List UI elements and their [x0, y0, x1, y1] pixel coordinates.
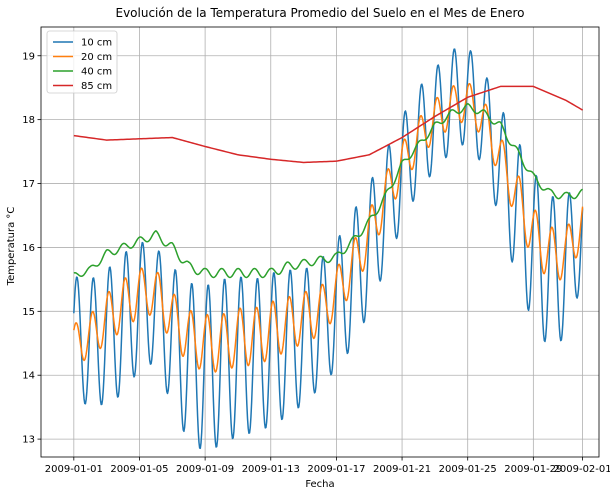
- y-tick-label: 15: [22, 307, 35, 318]
- x-axis: 2009-01-01 2009-01-05 2009-01-09 2009-01-13…: [45, 457, 610, 475]
- legend-box: [46, 30, 118, 94]
- y-tick-label: 16: [22, 243, 35, 254]
- series-line: [73, 48, 584, 450]
- x-tick-label: 2009-02-01: [554, 464, 610, 475]
- x-tick-label: 2009-01-17: [307, 464, 365, 475]
- x-tick-label: 2009-01-05: [110, 464, 168, 475]
- legend-label: 20 cm: [81, 52, 112, 63]
- legend-label: 40 cm: [81, 67, 112, 78]
- series-group: [73, 48, 584, 450]
- grid: [41, 27, 599, 457]
- y-tick-label: 19: [22, 51, 35, 62]
- x-tick-label: 2009-01-29: [504, 464, 562, 475]
- y-axis: 13 14 15 16 17 18 19: [22, 51, 41, 446]
- y-tick-label: 13: [22, 435, 35, 446]
- x-tick-label: 2009-01-09: [176, 464, 234, 475]
- series-line: [73, 85, 583, 164]
- y-tick-label: 14: [22, 371, 35, 382]
- chart-title: Evolución de la Temperatura Promedio del…: [115, 6, 524, 20]
- y-axis-label: Temperatura °C: [6, 207, 17, 287]
- legend-label: 85 cm: [81, 81, 112, 92]
- y-tick-label: 17: [22, 179, 35, 190]
- series-line: [73, 82, 584, 373]
- series-line: [73, 102, 583, 279]
- legend: 10 cm 20 cm 40 cm 85 cm: [46, 30, 118, 94]
- x-tick-label: 2009-01-13: [242, 464, 300, 475]
- x-axis-label: Fecha: [305, 479, 334, 490]
- y-tick-label: 18: [22, 115, 35, 126]
- x-tick-label: 2009-01-25: [439, 464, 497, 475]
- x-tick-label: 2009-01-21: [373, 464, 431, 475]
- legend-label: 10 cm: [81, 38, 112, 49]
- plot-frame: [40, 26, 600, 458]
- x-tick-label: 2009-01-01: [45, 464, 103, 475]
